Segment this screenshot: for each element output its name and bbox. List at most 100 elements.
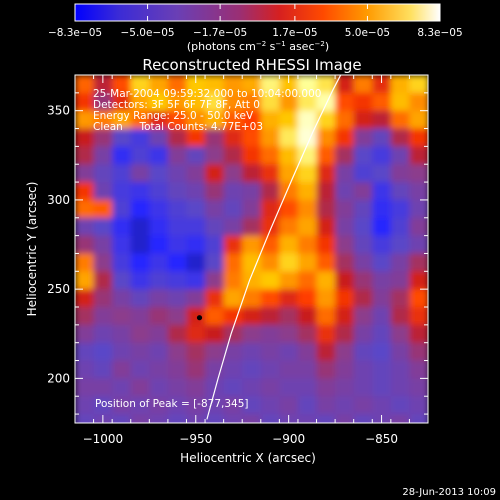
heatmap-cell <box>335 182 355 201</box>
heatmap-cell <box>316 164 337 183</box>
heatmap-cell <box>372 289 392 308</box>
heatmap-cell <box>372 75 392 94</box>
heatmap-cell <box>112 128 132 148</box>
heatmap-cell <box>242 128 262 148</box>
heatmap-cell <box>223 182 244 201</box>
heatmap-cell <box>260 253 281 273</box>
heatmap-cell <box>93 110 114 130</box>
heatmap-cell <box>279 307 299 326</box>
heatmap-cell <box>167 110 188 130</box>
heatmap-cell <box>186 289 207 308</box>
heatmap-cell <box>93 414 114 423</box>
heatmap-cell <box>242 253 262 273</box>
heatmap-cell <box>130 414 151 423</box>
colorbar-units-part1: (photons cm <box>187 40 256 53</box>
heatmap-cell <box>390 360 411 380</box>
heatmap-cell <box>390 146 411 166</box>
heatmap-cell <box>260 217 281 237</box>
x-tick-label: −850 <box>365 432 398 446</box>
colorbar-units-label: (photons cm−2 s−1 asec−2) <box>187 40 329 53</box>
heatmap-cell <box>409 414 428 423</box>
heatmap-cell <box>279 342 299 362</box>
heatmap-cell <box>390 378 411 398</box>
heatmap-cell <box>353 307 374 326</box>
heatmap-cell <box>149 75 169 94</box>
heatmap-cell <box>260 342 281 362</box>
heatmap-cell <box>316 307 337 326</box>
heatmap-cell <box>186 164 207 183</box>
heatmap-cell <box>112 253 132 273</box>
heatmap-cell <box>242 414 262 423</box>
heatmap-cell <box>372 307 392 326</box>
heatmap-cell <box>205 75 225 94</box>
heatmap-cell <box>75 324 95 344</box>
heatmap-cell <box>316 92 337 112</box>
heatmap-cell <box>186 342 207 362</box>
heatmap-cell <box>297 164 318 183</box>
colorbar-gradient <box>74 3 441 22</box>
heatmap-cell <box>335 217 355 237</box>
heatmap-cell <box>242 146 262 166</box>
heatmap-cell <box>297 378 318 398</box>
heatmap-cell <box>409 360 428 380</box>
heatmap-cell <box>130 182 151 201</box>
heatmap-cell <box>112 324 132 344</box>
heatmap-cell <box>353 342 374 362</box>
heatmap-cell <box>205 378 225 398</box>
heatmap-cell <box>186 182 207 201</box>
heatmap-cell <box>390 164 411 183</box>
heatmap-cell <box>205 235 225 255</box>
heatmap-cell <box>75 182 95 201</box>
heatmap-cell <box>205 289 225 308</box>
heatmap-cell <box>205 217 225 237</box>
heatmap-cell <box>353 182 374 201</box>
heatmap-cell <box>112 75 132 94</box>
heatmap-cell <box>186 396 207 415</box>
heatmap-cell <box>409 128 428 148</box>
heatmap-cell <box>297 360 318 380</box>
heatmap-cell <box>409 307 428 326</box>
heatmap-cell <box>112 110 132 130</box>
heatmap-cell <box>93 324 114 344</box>
heatmap-cell <box>390 110 411 130</box>
heatmap-cell <box>223 396 244 415</box>
heatmap-cell <box>335 414 355 423</box>
x-tick-label: −900 <box>272 432 305 446</box>
y-axis-label: Heliocentric Y (arcsec) <box>25 182 39 317</box>
y-axis-tick-labels: 200 250 300 350 <box>47 104 70 386</box>
heatmap-cell <box>279 217 299 237</box>
heatmap-cell <box>223 110 244 130</box>
heatmap-cell <box>372 360 392 380</box>
heatmap-cell <box>260 75 281 94</box>
heatmap-cell <box>149 164 169 183</box>
heatmap-cell <box>223 235 244 255</box>
heatmap-cell <box>149 182 169 201</box>
x-tick-label: −1000 <box>83 432 124 446</box>
heatmap-cell <box>167 307 188 326</box>
heatmap-cell <box>130 289 151 308</box>
heatmap-cell <box>297 75 318 94</box>
colorbar-units-part2: s <box>266 40 275 53</box>
annotation-energy-range: Energy Range: 25.0 - 50.0 keV <box>93 110 254 122</box>
heatmap-cell <box>75 253 95 273</box>
heatmap-cell <box>223 360 244 380</box>
heatmap-cell <box>112 289 132 308</box>
heatmap-cell <box>205 128 225 148</box>
heatmap-cell <box>409 92 428 112</box>
colorbar-tick-label: 1.7e−05 <box>272 27 317 39</box>
heatmap-cell <box>167 324 188 344</box>
heatmap-cell <box>390 199 411 219</box>
heatmap-cell <box>279 396 299 415</box>
colorbar-units-exp2: −1 <box>275 40 285 48</box>
heatmap-cell <box>409 182 428 201</box>
heatmap-cell <box>93 271 114 291</box>
colorbar-units-exp1: −2 <box>256 40 266 48</box>
heatmap-cell <box>149 342 169 362</box>
heatmap-cell <box>242 307 262 326</box>
heatmap-cell <box>335 360 355 380</box>
heatmap-cell <box>260 396 281 415</box>
heatmap-cell <box>390 92 411 112</box>
heatmap-cell <box>316 360 337 380</box>
heatmap-cell <box>260 92 281 112</box>
heatmap-cell <box>223 414 244 423</box>
